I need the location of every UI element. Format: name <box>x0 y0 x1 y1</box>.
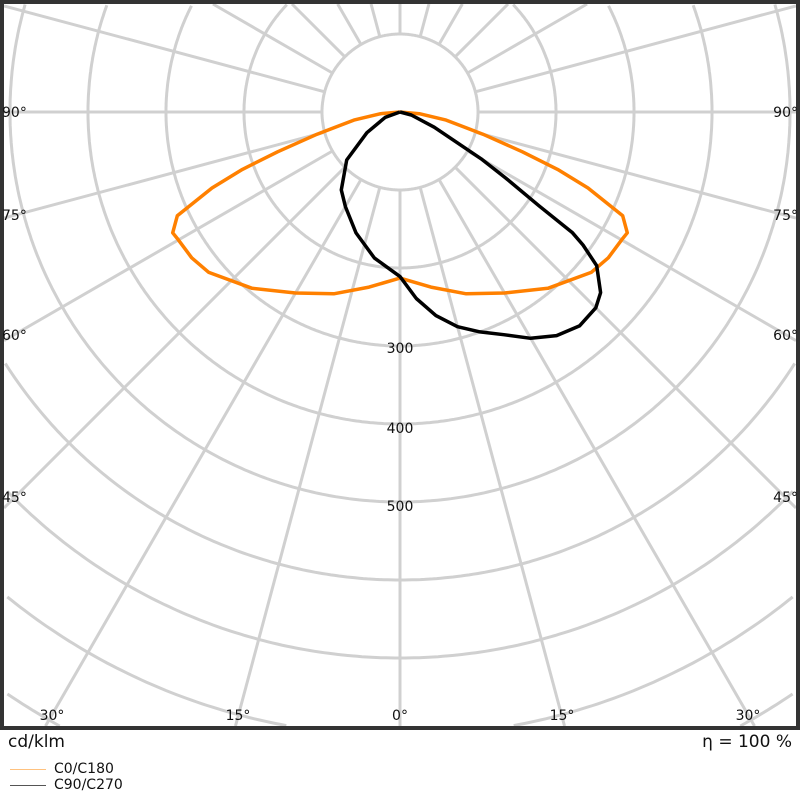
grid-ring-200 <box>242 3 558 270</box>
angle-label-right-75: 75° <box>773 208 798 224</box>
efficiency-label: η = 100 % <box>702 732 792 752</box>
intensity-curves <box>170 110 630 341</box>
angle-labels: 90° 75° 60° 45° 90° 75° 60° 45° 30° 15° … <box>2 105 798 724</box>
grid-spoke-195 <box>369 3 382 38</box>
angle-label-bottom-0: 0° <box>392 708 408 724</box>
plot-frame <box>0 0 800 730</box>
angle-label-left-45: 45° <box>2 490 27 506</box>
angle-label-left-60: 60° <box>2 328 27 344</box>
grid-spoke-75 <box>474 130 797 220</box>
grid-spoke-105 <box>474 4 797 94</box>
angle-label-bottom-30-right: 30° <box>736 708 761 724</box>
grid-ring-900 <box>6 692 794 728</box>
grid-ring-700 <box>6 490 794 660</box>
legend-line-c0-c180 <box>10 768 46 770</box>
angle-label-bottom-15-right: 15° <box>550 708 575 724</box>
angle-label-bottom-30-left: 30° <box>40 708 65 724</box>
angle-label-right-90: 90° <box>773 105 798 121</box>
polar-grid <box>2 2 798 728</box>
grid-ring-500 <box>8 4 792 504</box>
grid-spoke-240 <box>212 2 334 75</box>
grid-spoke-60 <box>466 149 797 342</box>
angle-label-left-75: 75° <box>2 208 27 224</box>
radial-label-500: 500 <box>387 499 414 515</box>
legend-label-c0-c180: C0/C180 <box>54 761 114 777</box>
grid-spoke-315 <box>2 166 346 510</box>
unit-label: cd/klm <box>8 732 65 752</box>
grid-spoke-165 <box>418 3 431 38</box>
grid-spoke-30 <box>437 178 756 727</box>
legend-item-c0-c180: C0/C180 <box>10 761 114 777</box>
grid-spoke-150 <box>437 3 464 46</box>
grid-ring-400 <box>86 4 714 426</box>
angle-label-bottom-15-left: 15° <box>226 708 251 724</box>
grid-spoke-330 <box>44 178 363 727</box>
legend-item-c90-c270: C90/C270 <box>10 777 123 793</box>
curve-c90-c270 <box>339 110 603 341</box>
grid-spoke-225 <box>290 2 346 58</box>
angle-label-left-90: 90° <box>2 105 27 121</box>
legend-line-c90-c270 <box>10 784 46 786</box>
grid-spoke-255 <box>3 4 326 94</box>
legend-label-c90-c270: C90/C270 <box>54 777 123 793</box>
grid-spoke-345 <box>234 186 382 727</box>
grid-ring-600 <box>4 362 796 582</box>
grid-ring-800 <box>6 595 794 728</box>
angle-label-right-45: 45° <box>773 490 798 506</box>
grid-spoke-210 <box>336 3 363 46</box>
grid-spoke-120 <box>466 2 588 75</box>
angle-label-right-60: 60° <box>773 328 798 344</box>
grid-spoke-300 <box>3 149 334 342</box>
grid-spoke-285 <box>3 130 326 220</box>
radial-tick-labels: 300 400 500 <box>387 341 414 515</box>
grid-spoke-15 <box>418 186 566 727</box>
radial-label-300: 300 <box>387 341 414 357</box>
grid-spoke-45 <box>454 166 798 510</box>
radial-label-400: 400 <box>387 421 414 437</box>
grid-spoke-135 <box>454 2 510 58</box>
